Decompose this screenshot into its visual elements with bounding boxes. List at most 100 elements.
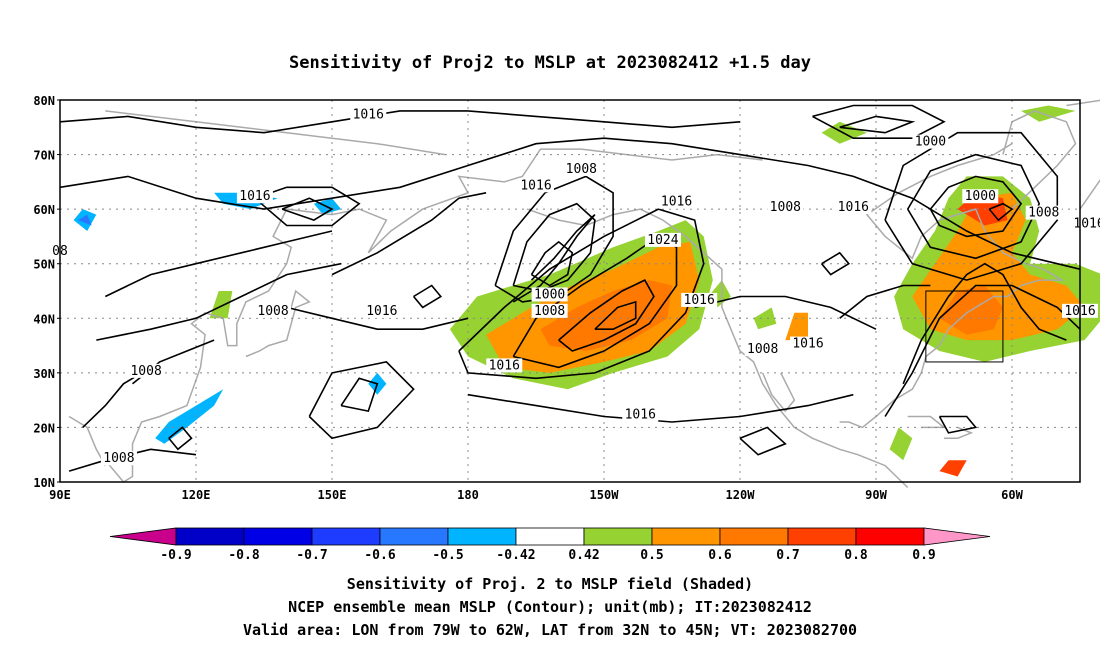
sensitivity-region	[155, 389, 224, 444]
colorbar-segment	[447, 527, 517, 546]
colorbar-label: -0.8	[228, 548, 259, 563]
figure-title: Sensitivity of Proj2 to MSLP at 20230824…	[289, 53, 811, 73]
lat-tick-label: 60N	[33, 203, 55, 217]
mslp-contour-line	[938, 415, 978, 434]
mslp-contour-line	[412, 284, 443, 309]
mslp-contour-line	[884, 284, 1081, 417]
caption-line-1: Sensitivity of Proj. 2 to MSLP field (Sh…	[347, 575, 753, 593]
contour-label: 1000	[534, 287, 565, 302]
mslp-contour-line	[820, 251, 851, 276]
contour-label-bg	[644, 232, 681, 247]
colorbar-min-arrow	[109, 527, 177, 546]
lat-tick-label: 50N	[33, 258, 55, 272]
contour-label: 1016	[239, 189, 270, 204]
colorbar-segment	[719, 527, 789, 546]
coastline	[1066, 99, 1100, 210]
contour-label: 1008	[534, 304, 565, 319]
mslp-contour-line	[839, 115, 916, 134]
colorbar-label: -0.42	[496, 548, 535, 563]
contour-label-bg	[255, 303, 292, 318]
coastline	[104, 148, 763, 483]
mslp-contour-line	[286, 306, 469, 330]
contour-label-bg	[912, 134, 949, 149]
coastline	[907, 415, 947, 429]
valid-area-box	[925, 290, 1004, 363]
lon-tick-label: 90W	[865, 488, 887, 502]
contour-label-bg	[350, 107, 387, 122]
colorbar-label: 0.8	[844, 548, 868, 563]
contour-label-bg	[790, 336, 826, 351]
mslp-contour-line	[458, 208, 705, 380]
mslp-contour-line	[59, 110, 741, 134]
mslp-contour-line	[739, 426, 787, 456]
lon-tick-label: 150E	[318, 488, 347, 502]
coastline	[1002, 110, 1077, 210]
colorbar-segment	[787, 527, 857, 546]
contour-label-bg	[658, 194, 695, 209]
lat-tick-label: 30N	[33, 367, 55, 381]
colorbar-label: -0.5	[432, 548, 463, 563]
colorbar-segment	[651, 527, 721, 546]
contour-label: 1016	[661, 195, 692, 210]
colorbar-segment	[175, 527, 245, 546]
sensitivity-region	[939, 460, 967, 477]
coastline	[245, 289, 311, 358]
contour-label-bg	[518, 178, 554, 193]
colorbar-max-arrow	[923, 527, 991, 546]
mslp-contour-line	[331, 192, 487, 276]
contour-label: 1016	[792, 337, 823, 352]
mslp-contour-line	[281, 197, 334, 221]
contour-label: 1016	[625, 408, 656, 423]
colorbar-segment	[243, 527, 313, 546]
sensitivity-region	[540, 280, 672, 351]
mslp-contour-line	[104, 230, 333, 298]
mslp-contour-line	[168, 426, 193, 451]
contour-label-bg	[835, 200, 872, 215]
mslp-contour-line	[512, 202, 596, 292]
mslp-contour-line	[988, 202, 1014, 222]
contour-label: 1000	[915, 135, 946, 150]
sensitivity-region	[78, 214, 92, 226]
colorbar-segment	[515, 527, 585, 546]
contour-label-bg	[622, 407, 659, 422]
mslp-contour-line	[907, 153, 1041, 260]
lat-tick-label: 20N	[33, 421, 55, 435]
colorbar-segment	[311, 527, 381, 546]
coastline	[105, 110, 446, 156]
contour-label: 1000	[965, 189, 996, 204]
mslp-contour-line	[467, 393, 854, 423]
contour-label-bg	[1071, 216, 1100, 231]
colorbar-segment	[583, 527, 653, 546]
coastline	[839, 143, 1065, 429]
contour-label: 1008	[747, 342, 778, 357]
mslp-contour-line	[558, 279, 655, 352]
latitude-labels: 80N 70N 60N 50N 40N 30N 20N 10N	[33, 94, 60, 490]
contour-label: 1016	[366, 304, 397, 319]
lon-tick-label: 120E	[182, 488, 211, 502]
map-panel: 1016 1008 1016 1016 1016 1024 1008 1016 1000 1000…	[33, 94, 1100, 502]
colorbar-label: -0.7	[296, 548, 327, 563]
colorbar-label: 0.5	[640, 548, 663, 563]
lon-tick-label: 180	[457, 488, 479, 502]
contour-label-bg	[531, 287, 568, 302]
colorbar-label: 0.42	[568, 548, 599, 563]
colorbar-label: 0.6	[708, 548, 732, 563]
contour-label: 1008	[257, 304, 288, 319]
lat-tick-label: 10N	[33, 476, 55, 490]
contour-label-bg	[563, 161, 600, 176]
colorbar-label: 0.9	[912, 548, 935, 563]
contour-label-bg	[236, 189, 273, 204]
contour-label-bg	[128, 363, 165, 378]
contour-label-bg	[531, 303, 568, 318]
contour-label: 1008	[770, 200, 801, 215]
mslp-contour-line	[902, 262, 1067, 385]
lon-tick-label: 150W	[590, 488, 620, 502]
sensitivity-region	[889, 427, 913, 461]
mslp-contour-line	[308, 361, 415, 440]
contour-label-bg	[486, 358, 523, 373]
contour-label: 1016	[838, 200, 869, 215]
mslp-contour-line	[254, 186, 361, 227]
mslp-contour-line	[929, 175, 1023, 238]
contour-label: 1016	[489, 358, 520, 373]
